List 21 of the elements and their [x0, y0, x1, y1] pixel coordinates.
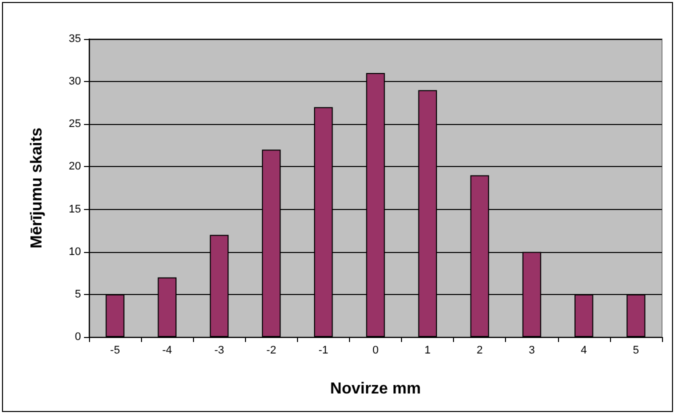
x-tick-label: -2 — [266, 344, 276, 356]
x-tick-label: -4 — [162, 344, 172, 356]
y-tick-label: 0 — [74, 331, 81, 343]
y-axis-title: Mērījumu skaits — [28, 127, 46, 248]
x-tick-label: 5 — [632, 344, 640, 356]
x-tick-label: -5 — [110, 344, 120, 356]
y-tick-label: 15 — [68, 203, 81, 216]
y-tick-label: 35 — [68, 33, 81, 45]
x-axis-title: Novirze mm — [330, 380, 421, 398]
x-tick-label: -1 — [318, 344, 328, 356]
y-tick-label: 5 — [74, 288, 81, 300]
x-tick-label: 3 — [528, 344, 535, 356]
y-tick-label: 10 — [68, 246, 81, 258]
x-tick-label: 2 — [476, 344, 483, 356]
x-tick-label: -3 — [214, 344, 224, 356]
x-tick-label: 1 — [424, 344, 431, 356]
x-tick-label: 0 — [372, 344, 379, 356]
y-tick-label: 20 — [68, 160, 81, 173]
y-tick-label: 30 — [68, 76, 81, 88]
x-tick-label: 4 — [580, 344, 587, 356]
y-tick-label: 25 — [68, 118, 81, 130]
